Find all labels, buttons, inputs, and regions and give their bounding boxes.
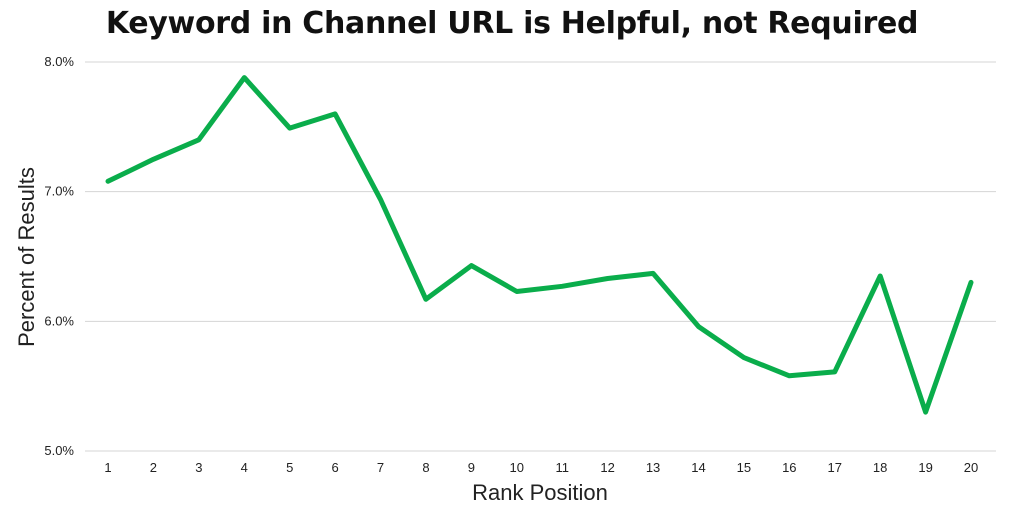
y-tick-label: 5.0% [44, 443, 74, 458]
x-tick-label: 6 [331, 460, 338, 475]
data-point [969, 280, 973, 285]
data-point [287, 126, 292, 131]
x-tick-label: 16 [782, 460, 796, 475]
data-point [106, 179, 110, 184]
data-point [560, 284, 565, 289]
data-point [696, 324, 701, 329]
x-tick-label: 14 [691, 460, 705, 475]
x-tick-label: 7 [377, 460, 384, 475]
y-tick-label: 6.0% [44, 313, 74, 328]
series-line-0 [105, 75, 974, 415]
x-tick-label: 3 [195, 460, 202, 475]
x-tick-label: 17 [828, 460, 842, 475]
series-layer [105, 75, 974, 415]
x-tick-label: 12 [600, 460, 614, 475]
data-point [605, 276, 610, 281]
y-axis-ticks: 5.0% 6.0% 7.0% 8.0% [44, 54, 74, 458]
x-tick-label: 4 [241, 460, 248, 475]
x-tick-label: 20 [964, 460, 978, 475]
gridlines [85, 61, 996, 452]
x-tick-label: 8 [422, 460, 429, 475]
data-point [787, 373, 792, 378]
x-tick-label: 11 [555, 460, 569, 475]
data-point [333, 111, 338, 116]
x-tick-label: 13 [646, 460, 660, 475]
data-point [878, 273, 883, 278]
data-point [196, 137, 201, 142]
chart-title: Keyword in Channel URL is Helpful, not R… [105, 6, 919, 41]
x-tick-label: 9 [468, 460, 475, 475]
x-tick-label: 19 [918, 460, 932, 475]
x-tick-label: 5 [286, 460, 293, 475]
data-point [378, 197, 383, 202]
data-point [151, 157, 156, 162]
data-point [423, 297, 428, 302]
x-tick-label: 15 [737, 460, 751, 475]
data-point [923, 410, 928, 415]
data-point [242, 75, 247, 80]
data-point [469, 263, 474, 268]
data-point [514, 289, 519, 294]
data-point [651, 271, 656, 276]
data-point [832, 369, 837, 374]
x-axis-ticks: 1 2 3 4 5 6 7 8 9 10 11 12 13 14 15 16 17 18 19 20 [104, 460, 978, 475]
y-tick-label: 7.0% [44, 184, 74, 199]
data-point [741, 355, 746, 360]
x-tick-label: 18 [873, 460, 887, 475]
y-tick-label: 8.0% [44, 54, 74, 69]
x-axis-title: Rank Position [472, 480, 608, 505]
y-axis-title: Percent of Results [14, 167, 39, 347]
x-tick-label: 10 [510, 460, 524, 475]
x-tick-label: 2 [150, 460, 157, 475]
x-tick-label: 1 [104, 460, 111, 475]
